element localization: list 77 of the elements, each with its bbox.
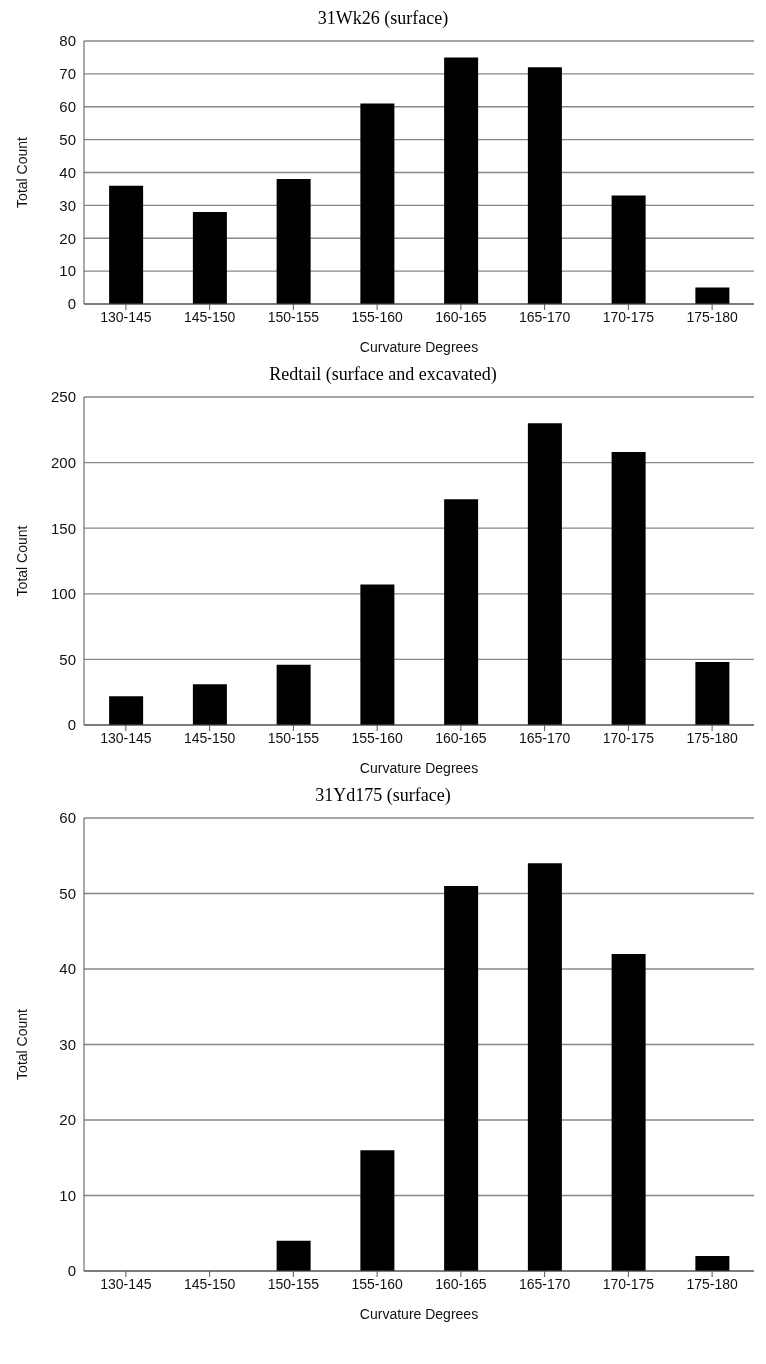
y-tick-label: 40 [59, 960, 76, 978]
x-tick-label: 145-150 [183, 729, 236, 746]
x-tick-label: 160-165 [435, 729, 487, 746]
y-tick-label: 60 [59, 809, 76, 827]
x-tick-label: 155-160 [351, 729, 404, 746]
x-tick-label: 150-155 [267, 308, 320, 325]
bar [109, 696, 144, 725]
bar [527, 423, 562, 725]
y-tick-label: 0 [67, 1262, 76, 1280]
x-axis-title: Curvature Degrees [359, 760, 479, 776]
y-axis-title: Total Count [13, 1008, 30, 1080]
bar [276, 1240, 311, 1271]
y-tick-label: 30 [59, 196, 76, 214]
bar [360, 584, 395, 725]
x-tick-label: 160-165 [435, 1275, 487, 1292]
bar [611, 195, 646, 304]
bar [444, 57, 479, 304]
x-tick-label: 145-150 [183, 1275, 236, 1292]
x-axis-title: Curvature Degrees [359, 1306, 479, 1322]
y-tick-label: 50 [59, 130, 76, 148]
bar [276, 664, 311, 725]
x-tick-label: 165-170 [518, 1275, 571, 1292]
bar [695, 287, 730, 304]
x-tick-label: 155-160 [351, 1275, 404, 1292]
bar [444, 885, 479, 1271]
bar [192, 211, 227, 304]
y-tick-label: 60 [59, 98, 76, 116]
x-tick-label: 160-165 [435, 308, 487, 325]
y-tick-label: 20 [59, 1111, 76, 1129]
x-tick-label: 150-155 [267, 729, 320, 746]
y-tick-label: 50 [59, 650, 76, 668]
x-tick-label: 130-145 [100, 308, 152, 325]
bar [695, 1255, 730, 1271]
y-tick-label: 250 [50, 388, 76, 406]
bar [276, 179, 311, 304]
y-tick-label: 30 [59, 1035, 76, 1053]
x-tick-label: 175-180 [686, 1275, 739, 1292]
x-tick-label: 165-170 [518, 308, 571, 325]
y-tick-label: 0 [67, 295, 76, 313]
y-tick-label: 200 [50, 453, 76, 471]
x-tick-label: 170-175 [602, 308, 655, 325]
y-tick-label: 40 [59, 163, 76, 181]
bar [695, 662, 730, 725]
y-tick-label: 100 [50, 585, 76, 603]
y-tick-label: 150 [50, 519, 76, 537]
x-tick-label: 130-145 [100, 1275, 152, 1292]
x-tick-label: 155-160 [351, 308, 404, 325]
x-tick-label: 130-145 [100, 729, 152, 746]
bar [611, 953, 646, 1271]
chart-title: 31Wk26 (surface) [316, 8, 450, 29]
chart-title: Redtail (surface and excavated) [268, 364, 498, 385]
y-tick-label: 0 [67, 716, 76, 734]
y-tick-label: 50 [59, 884, 76, 902]
x-tick-label: 175-180 [686, 729, 739, 746]
bar [360, 1150, 395, 1271]
bar [527, 863, 562, 1271]
x-tick-label: 175-180 [686, 308, 739, 325]
y-axis-title: Total Count [13, 525, 30, 597]
x-tick-label: 170-175 [602, 729, 655, 746]
x-tick-label: 145-150 [183, 308, 236, 325]
x-axis-title: Curvature Degrees [359, 339, 479, 355]
x-tick-label: 165-170 [518, 729, 571, 746]
bar [444, 499, 479, 725]
chart-title: 31Yd175 (surface) [314, 785, 452, 806]
y-tick-label: 20 [59, 229, 76, 247]
x-tick-label: 170-175 [602, 1275, 655, 1292]
bar [192, 684, 227, 725]
y-tick-label: 10 [59, 1186, 76, 1204]
y-axis-title: Total Count [13, 136, 30, 208]
y-tick-label: 10 [59, 262, 76, 280]
y-tick-label: 70 [59, 65, 76, 83]
bar [611, 452, 646, 725]
bar [360, 103, 395, 304]
bar [109, 185, 144, 304]
y-tick-label: 80 [59, 32, 76, 50]
x-tick-label: 150-155 [267, 1275, 320, 1292]
bar [527, 67, 562, 304]
